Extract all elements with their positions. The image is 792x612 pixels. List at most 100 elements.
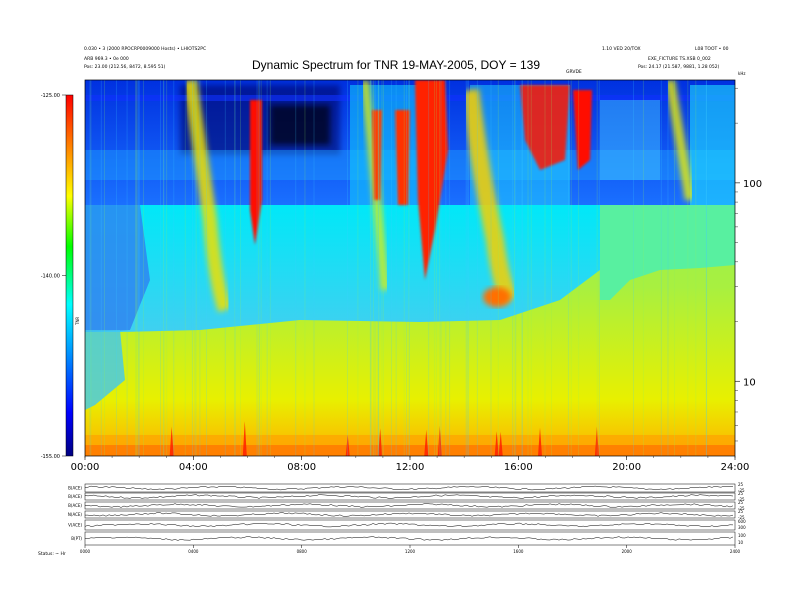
stack-trace (85, 512, 734, 517)
streak (514, 80, 516, 456)
streak (163, 80, 165, 456)
streak (521, 80, 523, 456)
x-tick-label: 04:00 (179, 462, 208, 473)
streak (408, 80, 410, 456)
stackplot: B(ACE)B(ACE)B(ACE)N(ACE)V(ACE)B(PT)25-25… (68, 482, 746, 554)
streak (100, 80, 102, 456)
stack-right-tick: 25 (738, 500, 744, 505)
streak (143, 80, 144, 456)
streak (490, 80, 492, 456)
streak (633, 80, 634, 456)
streak (374, 80, 376, 456)
streak (468, 80, 469, 456)
y-unit-label: kHz (738, 71, 745, 76)
streak (240, 80, 241, 456)
spike (345, 434, 350, 456)
stack-channel-label: B(ACE) (68, 503, 82, 508)
colorbar-tick-label: -155.00 (41, 454, 60, 460)
streak (136, 80, 138, 456)
streak (515, 80, 517, 456)
colorbar-label: TNR (75, 317, 80, 326)
stack-trace (84, 485, 734, 491)
stack-panel (84, 519, 736, 531)
streak (476, 80, 478, 456)
stack-x-tick-label: 1600 (513, 549, 524, 554)
streak (194, 80, 196, 456)
streak (357, 80, 359, 456)
streak (521, 80, 523, 456)
streak (295, 80, 297, 456)
streak (544, 80, 546, 456)
streak (406, 80, 407, 456)
streak (163, 80, 164, 456)
streak (224, 80, 226, 456)
streak (138, 80, 139, 456)
streak (90, 80, 92, 456)
streak (449, 80, 451, 456)
header-info-5: L08 TOOT • 00 (695, 47, 729, 52)
streak (191, 80, 193, 456)
streak (256, 80, 258, 456)
noise-spikes (169, 421, 599, 456)
streak (259, 80, 260, 456)
colorbar-tick-label: -140.00 (41, 274, 60, 280)
streak (695, 80, 697, 456)
x-tick-label: 24:00 (721, 462, 750, 473)
spike (538, 427, 542, 456)
stack-channel-label: B(ACE) (68, 494, 82, 499)
spike (437, 425, 442, 456)
streak (667, 80, 669, 456)
streak (687, 80, 689, 456)
stack-x-tick-label: 1200 (405, 549, 416, 554)
stack-right-tick: 100 (738, 533, 746, 538)
stack-channel-label: B(ACE) (68, 486, 82, 491)
header-info-7: Pos: 24.17 (21.587, 9881, 1.28 052) (638, 65, 720, 70)
streak (440, 80, 442, 456)
spike (378, 428, 383, 456)
streak (234, 80, 236, 456)
header-info-1: 0.030 • 3 (2000 RPOCRP0009000 Hosts) • L… (84, 47, 207, 52)
streak (434, 80, 435, 456)
streak (445, 80, 447, 456)
streak (435, 80, 437, 456)
time-marker-label: GRVDE (566, 70, 582, 75)
spike (169, 426, 174, 456)
streak (551, 80, 552, 456)
x-tick-label: 16:00 (504, 462, 533, 473)
streak (465, 80, 467, 456)
stack-x-tick-label: 0800 (297, 549, 308, 554)
streak (596, 80, 598, 456)
streak (304, 80, 306, 456)
x-tick-label: 12:00 (396, 462, 425, 473)
streak (660, 80, 662, 456)
streak (135, 80, 136, 456)
spike (424, 429, 429, 456)
streak (706, 80, 708, 456)
header-info-2: ARB 969.3 • 0e 000 (84, 57, 129, 62)
stack-right-tick: 300 (738, 525, 746, 530)
streak (377, 80, 379, 456)
streak (313, 80, 315, 456)
streak (403, 80, 405, 456)
streak (347, 80, 349, 456)
spike (494, 431, 499, 456)
spike (242, 421, 247, 456)
streak (598, 80, 600, 456)
stack-right-tick: -25 (738, 488, 745, 493)
stack-x-tick-label: 2000 (622, 549, 633, 554)
stack-right-tick: -25 (738, 506, 745, 511)
stack-trace (85, 503, 734, 508)
streak (184, 80, 186, 456)
stack-trace (84, 536, 734, 541)
colorbar (65, 94, 74, 457)
streak (466, 80, 468, 456)
stack-right-tick: -25 (738, 497, 745, 502)
stack-right-tick: 600 (738, 519, 746, 524)
streak (377, 80, 379, 456)
streak (705, 80, 707, 456)
streak (258, 80, 260, 456)
streak (381, 80, 383, 456)
streak (378, 80, 380, 456)
streak (497, 80, 499, 456)
